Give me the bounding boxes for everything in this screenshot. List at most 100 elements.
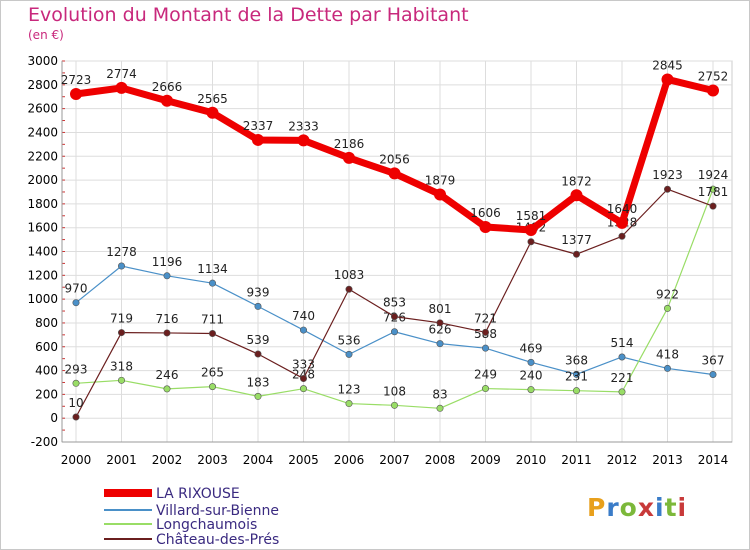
data-point-villard-sur-bienne: [299, 326, 307, 334]
y-tick-label: 1000: [27, 292, 58, 306]
data-point-longchaumois: [663, 304, 671, 312]
x-tick-label: 2013: [652, 453, 683, 467]
data-point-chateau-des-pres: [436, 319, 444, 327]
data-point-longchaumois: [118, 376, 126, 384]
data-label-villard-sur-bienne: 536: [338, 333, 361, 347]
data-label-la-rixouse: 2333: [288, 119, 319, 133]
data-label-chateau-des-pres: 721: [474, 311, 497, 325]
x-tick-label: 2008: [425, 453, 456, 467]
y-tick-label: 2400: [27, 125, 58, 139]
data-point-villard-sur-bienne: [481, 344, 489, 352]
data-point-chateau-des-pres: [345, 285, 353, 293]
data-label-longchaumois: 246: [156, 368, 179, 382]
legend-label-villard-sur-bienne: Villard-sur-Bienne: [156, 503, 279, 519]
data-label-longchaumois: 83: [432, 387, 447, 401]
data-point-chateau-des-pres: [709, 202, 717, 210]
data-label-chateau-des-pres: 1923: [652, 168, 683, 182]
data-label-villard-sur-bienne: 1278: [106, 245, 137, 259]
data-point-longchaumois: [618, 388, 626, 396]
data-label-chateau-des-pres: 1377: [561, 233, 592, 247]
data-label-chateau-des-pres: 711: [201, 313, 224, 327]
x-tick-label: 2006: [334, 453, 365, 467]
data-point-la-rixouse: [616, 216, 628, 229]
data-label-la-rixouse: 2723: [61, 73, 92, 87]
chart-subtitle: (en €): [28, 28, 64, 42]
data-point-la-rixouse: [388, 167, 401, 180]
data-label-villard-sur-bienne: 970: [65, 282, 88, 296]
data-label-la-rixouse: 2186: [334, 137, 365, 151]
data-point-villard-sur-bienne: [618, 353, 626, 361]
data-label-longchaumois: 1924: [698, 168, 729, 182]
data-label-villard-sur-bienne: 1196: [152, 255, 183, 269]
data-point-la-rixouse: [343, 151, 355, 164]
data-label-la-rixouse: 2666: [152, 80, 183, 94]
data-point-la-rixouse: [161, 94, 173, 107]
data-point-villard-sur-bienne: [209, 279, 217, 287]
y-tick-label: 1400: [27, 245, 58, 259]
x-tick-label: 2011: [561, 453, 592, 467]
data-point-la-rixouse: [115, 81, 128, 94]
data-label-longchaumois: 293: [65, 362, 88, 376]
data-label-la-rixouse: 1879: [425, 173, 456, 187]
data-label-villard-sur-bienne: 469: [520, 341, 543, 355]
data-point-longchaumois: [527, 386, 535, 394]
data-label-chateau-des-pres: 539: [247, 333, 270, 347]
data-point-longchaumois: [481, 385, 489, 393]
y-tick-label: 2200: [27, 149, 58, 163]
data-label-chateau-des-pres: 719: [110, 312, 133, 326]
y-tick-label: 3000: [27, 54, 58, 68]
y-tick-label: 1600: [27, 221, 58, 235]
data-label-villard-sur-bienne: 367: [702, 353, 725, 367]
data-label-villard-sur-bienne: 1134: [197, 262, 228, 276]
y-tick-label: 1800: [27, 197, 58, 211]
x-tick-label: 2002: [152, 453, 183, 467]
data-label-la-rixouse: 1640: [607, 202, 638, 216]
data-point-chateau-des-pres: [118, 329, 126, 337]
data-point-la-rixouse: [206, 106, 219, 119]
x-tick-label: 2000: [61, 453, 92, 467]
data-point-villard-sur-bienne: [72, 299, 80, 307]
data-point-villard-sur-bienne: [572, 370, 580, 378]
data-point-longchaumois: [345, 400, 353, 408]
data-label-la-rixouse: 1581: [516, 209, 547, 223]
y-tick-label: 800: [35, 316, 58, 330]
x-tick-label: 2007: [379, 453, 410, 467]
data-point-longchaumois: [299, 385, 307, 393]
data-label-chateau-des-pres: 801: [429, 302, 452, 316]
legend-label-longchaumois: Longchaumois: [156, 517, 257, 533]
data-point-chateau-des-pres: [618, 232, 626, 240]
data-point-la-rixouse: [661, 73, 674, 86]
y-tick-label: 400: [35, 364, 58, 378]
data-point-la-rixouse: [570, 189, 583, 202]
data-label-la-rixouse: 2056: [379, 152, 410, 166]
data-label-chateau-des-pres: 1781: [698, 185, 729, 199]
data-point-longchaumois: [209, 383, 217, 391]
data-point-longchaumois: [436, 404, 444, 412]
data-label-villard-sur-bienne: 368: [565, 353, 588, 367]
data-label-la-rixouse: 1872: [561, 174, 592, 188]
data-label-longchaumois: 248: [292, 368, 315, 382]
data-label-chateau-des-pres: 10: [68, 396, 83, 410]
data-label-la-rixouse: 2774: [106, 67, 137, 81]
data-point-la-rixouse: [479, 220, 492, 233]
data-point-la-rixouse: [707, 84, 719, 97]
y-tick-label: 2800: [27, 78, 58, 92]
x-tick-label: 2014: [698, 453, 729, 467]
data-point-la-rixouse: [70, 87, 82, 100]
data-point-longchaumois: [572, 387, 580, 395]
legend-label-chateau-des-pres: Château-des-Prés: [156, 532, 279, 548]
x-tick-label: 2009: [470, 453, 501, 467]
data-label-longchaumois: 265: [201, 366, 224, 380]
data-label-longchaumois: 249: [474, 368, 497, 382]
data-point-longchaumois: [163, 385, 171, 393]
x-tick-label: 2001: [106, 453, 137, 467]
data-label-villard-sur-bienne: 626: [429, 323, 452, 337]
y-tick-label: 0: [50, 411, 58, 425]
y-tick-label: 2600: [27, 102, 58, 116]
data-point-la-rixouse: [252, 133, 264, 146]
data-label-longchaumois: 123: [338, 383, 361, 397]
x-tick-label: 2010: [516, 453, 547, 467]
data-label-la-rixouse: 2845: [652, 58, 683, 72]
data-point-villard-sur-bienne: [527, 358, 535, 366]
data-label-longchaumois: 108: [383, 384, 406, 398]
